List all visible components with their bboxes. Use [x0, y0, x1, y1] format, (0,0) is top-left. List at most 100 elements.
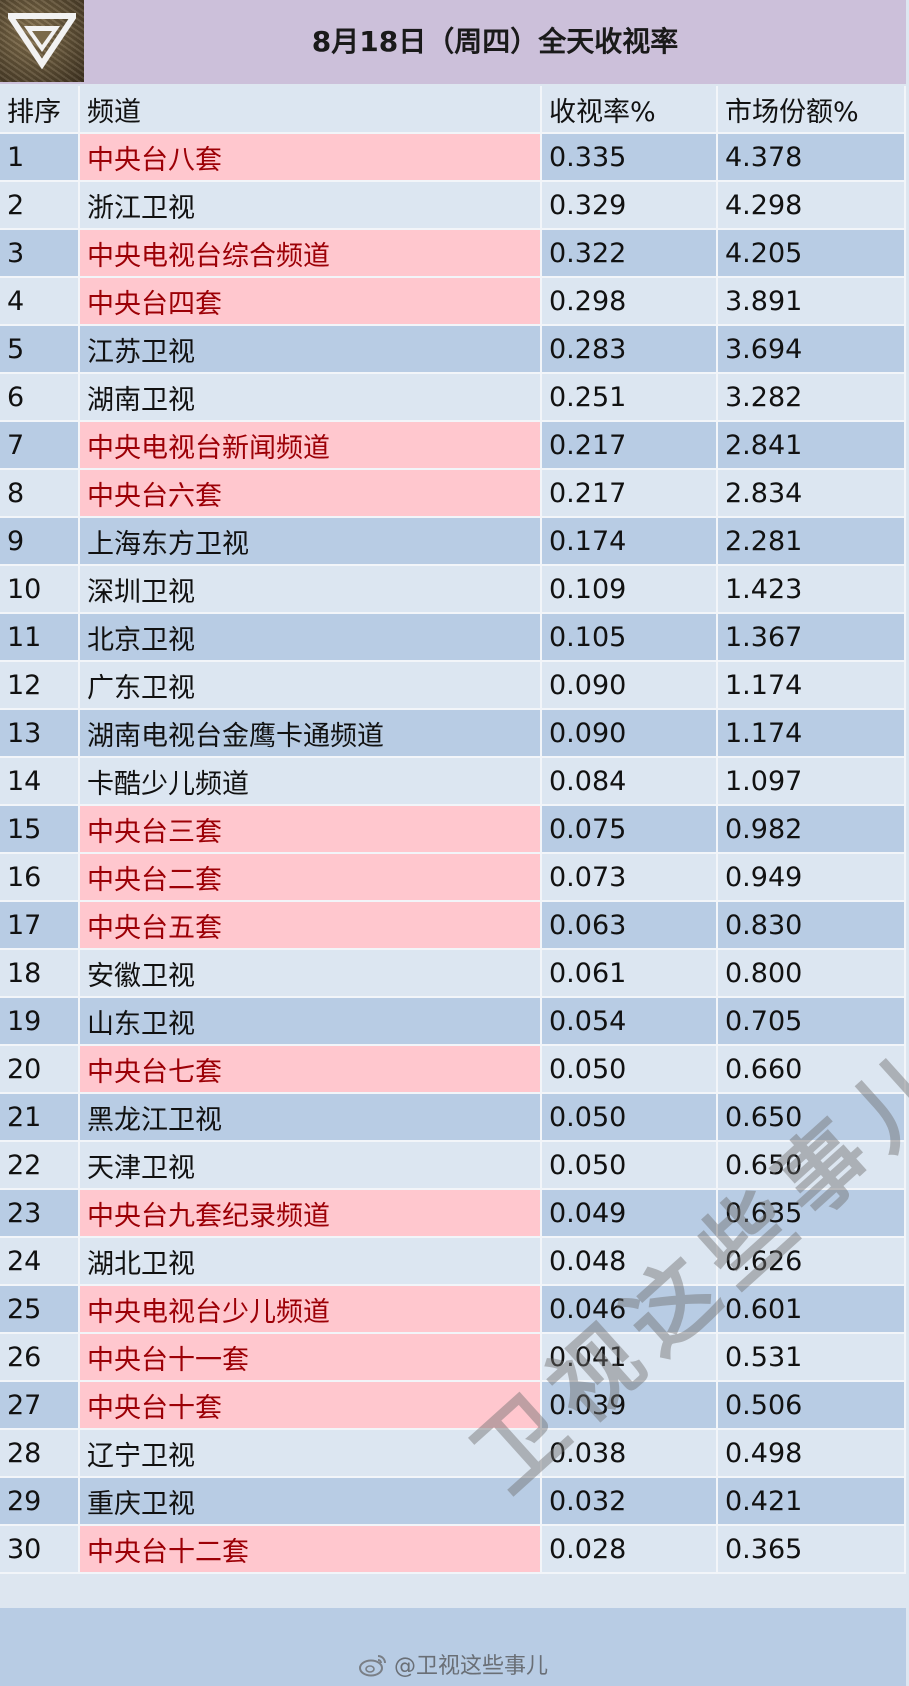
rating-cell: 0.073	[542, 854, 718, 902]
rank-cell: 24	[0, 1238, 80, 1286]
share-cell: 4.205	[718, 230, 906, 278]
share-cell: 0.365	[718, 1526, 906, 1574]
channel-cell: 黑龙江卫视	[80, 1094, 542, 1142]
table-row: 16 中央台二套 0.073 0.949	[0, 854, 906, 902]
ratings-table: 排序 频道 收视率% 市场份额% 1 中央台八套 0.335 4.378 2 浙江卫视 0.…	[0, 86, 906, 1574]
rank-cell: 12	[0, 662, 80, 710]
table-row: 19 山东卫视 0.054 0.705	[0, 998, 906, 1046]
header-channel: 频道	[80, 86, 542, 134]
channel-cell: 中央台三套	[80, 806, 542, 854]
table-row: 5 江苏卫视 0.283 3.694	[0, 326, 906, 374]
rank-cell: 15	[0, 806, 80, 854]
rating-cell: 0.329	[542, 182, 718, 230]
channel-cell: 中央台十套	[80, 1382, 542, 1430]
rating-cell: 0.090	[542, 710, 718, 758]
share-cell: 0.660	[718, 1046, 906, 1094]
channel-cell: 中央台九套纪录频道	[80, 1190, 542, 1238]
rank-cell: 28	[0, 1430, 80, 1478]
rating-cell: 0.090	[542, 662, 718, 710]
table-row: 7 中央电视台新闻频道 0.217 2.841	[0, 422, 906, 470]
table-row: 29 重庆卫视 0.032 0.421	[0, 1478, 906, 1526]
table-row: 2 浙江卫视 0.329 4.298	[0, 182, 906, 230]
channel-cell: 重庆卫视	[80, 1478, 542, 1526]
rating-cell: 0.075	[542, 806, 718, 854]
share-cell: 0.601	[718, 1286, 906, 1334]
channel-cell: 天津卫视	[80, 1142, 542, 1190]
rank-cell: 13	[0, 710, 80, 758]
table-row: 10 深圳卫视 0.109 1.423	[0, 566, 906, 614]
weibo-icon	[358, 1655, 386, 1677]
share-cell: 0.705	[718, 998, 906, 1046]
table-row: 20 中央台七套 0.050 0.660	[0, 1046, 906, 1094]
share-cell: 4.378	[718, 134, 906, 182]
table-row: 30 中央台十二套 0.028 0.365	[0, 1526, 906, 1574]
rank-cell: 7	[0, 422, 80, 470]
rating-cell: 0.039	[542, 1382, 718, 1430]
table-row: 27 中央台十套 0.039 0.506	[0, 1382, 906, 1430]
title-bar: 8月18日（周四）全天收视率	[0, 0, 906, 84]
channel-cell: 深圳卫视	[80, 566, 542, 614]
channel-cell: 中央电视台综合频道	[80, 230, 542, 278]
channel-cell: 湖南电视台金鹰卡通频道	[80, 710, 542, 758]
table-row: 14 卡酷少儿频道 0.084 1.097	[0, 758, 906, 806]
rating-cell: 0.298	[542, 278, 718, 326]
channel-cell: 辽宁卫视	[80, 1430, 542, 1478]
table-row: 6 湖南卫视 0.251 3.282	[0, 374, 906, 422]
share-cell: 0.506	[718, 1382, 906, 1430]
rank-cell: 22	[0, 1142, 80, 1190]
rank-cell: 14	[0, 758, 80, 806]
rating-cell: 0.251	[542, 374, 718, 422]
share-cell: 1.097	[718, 758, 906, 806]
share-cell: 3.282	[718, 374, 906, 422]
share-cell: 2.281	[718, 518, 906, 566]
channel-cell: 山东卫视	[80, 998, 542, 1046]
share-cell: 2.834	[718, 470, 906, 518]
share-cell: 0.650	[718, 1142, 906, 1190]
table-row: 1 中央台八套 0.335 4.378	[0, 134, 906, 182]
rank-cell: 26	[0, 1334, 80, 1382]
rating-cell: 0.048	[542, 1238, 718, 1286]
channel-cell: 湖南卫视	[80, 374, 542, 422]
rating-cell: 0.084	[542, 758, 718, 806]
table-header-row: 排序 频道 收视率% 市场份额%	[0, 86, 906, 134]
brand-logo	[0, 0, 84, 82]
table-row: 26 中央台十一套 0.041 0.531	[0, 1334, 906, 1382]
share-cell: 1.174	[718, 710, 906, 758]
rank-cell: 6	[0, 374, 80, 422]
rank-cell: 29	[0, 1478, 80, 1526]
channel-cell: 中央电视台少儿频道	[80, 1286, 542, 1334]
channel-cell: 安徽卫视	[80, 950, 542, 998]
rank-cell: 27	[0, 1382, 80, 1430]
share-cell: 0.421	[718, 1478, 906, 1526]
table-row: 18 安徽卫视 0.061 0.800	[0, 950, 906, 998]
channel-cell: 中央电视台新闻频道	[80, 422, 542, 470]
channel-cell: 中央台十一套	[80, 1334, 542, 1382]
share-cell: 1.174	[718, 662, 906, 710]
table-row: 15 中央台三套 0.075 0.982	[0, 806, 906, 854]
header-rating: 收视率%	[542, 86, 718, 134]
rating-cell: 0.050	[542, 1142, 718, 1190]
rating-cell: 0.032	[542, 1478, 718, 1526]
rank-cell: 19	[0, 998, 80, 1046]
rank-cell: 10	[0, 566, 80, 614]
channel-cell: 中央台七套	[80, 1046, 542, 1094]
table-row: 24 湖北卫视 0.048 0.626	[0, 1238, 906, 1286]
header-rank: 排序	[0, 86, 80, 134]
rating-cell: 0.217	[542, 470, 718, 518]
rating-cell: 0.050	[542, 1046, 718, 1094]
rating-cell: 0.109	[542, 566, 718, 614]
channel-cell: 湖北卫视	[80, 1238, 542, 1286]
channel-cell: 卡酷少儿频道	[80, 758, 542, 806]
share-cell: 0.650	[718, 1094, 906, 1142]
rating-cell: 0.063	[542, 902, 718, 950]
table-row: 17 中央台五套 0.063 0.830	[0, 902, 906, 950]
footer-band	[0, 1608, 906, 1686]
rank-cell: 18	[0, 950, 80, 998]
table-row: 11 北京卫视 0.105 1.367	[0, 614, 906, 662]
rating-cell: 0.105	[542, 614, 718, 662]
share-cell: 0.626	[718, 1238, 906, 1286]
rating-cell: 0.041	[542, 1334, 718, 1382]
table-row: 21 黑龙江卫视 0.050 0.650	[0, 1094, 906, 1142]
rank-cell: 4	[0, 278, 80, 326]
